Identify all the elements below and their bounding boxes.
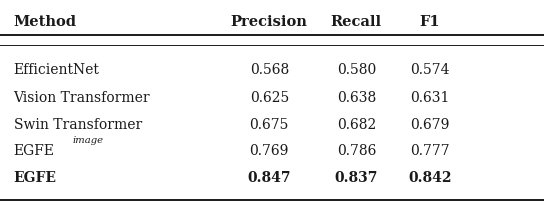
Text: EfficientNet: EfficientNet [14,63,100,77]
Text: EGFE: EGFE [14,171,57,185]
Text: Vision Transformer: Vision Transformer [14,91,150,105]
Text: 0.580: 0.580 [337,63,376,77]
Text: 0.786: 0.786 [337,144,376,158]
Text: Method: Method [14,15,77,29]
Text: F1: F1 [419,15,440,29]
Text: 0.631: 0.631 [410,91,449,105]
Text: 0.675: 0.675 [250,118,289,132]
Text: 0.837: 0.837 [335,171,378,185]
Text: 0.847: 0.847 [248,171,291,185]
Text: 0.679: 0.679 [410,118,449,132]
Text: image: image [72,136,103,145]
Text: 0.625: 0.625 [250,91,289,105]
Text: Swin Transformer: Swin Transformer [14,118,142,132]
Text: EGFE: EGFE [14,144,54,158]
Text: Precision: Precision [231,15,308,29]
Text: Recall: Recall [331,15,382,29]
Text: 0.777: 0.777 [410,144,449,158]
Text: 0.842: 0.842 [408,171,452,185]
Text: 0.682: 0.682 [337,118,376,132]
Text: 0.568: 0.568 [250,63,289,77]
Text: 0.769: 0.769 [250,144,289,158]
Text: 0.574: 0.574 [410,63,449,77]
Text: 0.638: 0.638 [337,91,376,105]
